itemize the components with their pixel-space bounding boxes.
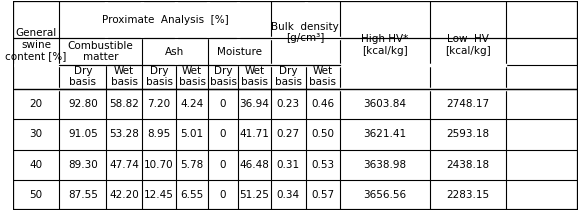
Text: 0.23: 0.23	[277, 99, 300, 109]
Text: High HV*
[kcal/kg]: High HV* [kcal/kg]	[361, 34, 408, 55]
Text: 0.34: 0.34	[277, 190, 300, 200]
Text: 92.80: 92.80	[68, 99, 98, 109]
Text: 0: 0	[220, 99, 226, 109]
Text: 30: 30	[30, 129, 43, 139]
Text: 87.55: 87.55	[68, 190, 98, 200]
Text: General
swine
content [%]: General swine content [%]	[5, 28, 67, 61]
Text: Wet
basis: Wet basis	[309, 66, 336, 88]
Text: 2748.17: 2748.17	[446, 99, 489, 109]
Text: Dry
basis: Dry basis	[210, 66, 236, 88]
Text: 2283.15: 2283.15	[446, 190, 489, 200]
Text: 51.25: 51.25	[240, 190, 269, 200]
Text: 0.57: 0.57	[312, 190, 334, 200]
Text: Moisture: Moisture	[217, 46, 262, 57]
Text: 0.27: 0.27	[277, 129, 300, 139]
Text: 89.30: 89.30	[68, 160, 98, 170]
Text: 0.46: 0.46	[312, 99, 334, 109]
Text: 10.70: 10.70	[144, 160, 174, 170]
Text: 91.05: 91.05	[68, 129, 98, 139]
Text: 3638.98: 3638.98	[363, 160, 406, 170]
Text: 8.95: 8.95	[148, 129, 171, 139]
Text: 5.78: 5.78	[181, 160, 204, 170]
Text: Bulk  density
[g/cm³]: Bulk density [g/cm³]	[272, 22, 339, 43]
Text: Wet
basis: Wet basis	[179, 66, 206, 88]
Text: 0.31: 0.31	[277, 160, 300, 170]
Text: 2593.18: 2593.18	[446, 129, 489, 139]
Text: 46.48: 46.48	[240, 160, 269, 170]
Text: 3656.56: 3656.56	[363, 190, 406, 200]
Text: 50: 50	[30, 190, 43, 200]
Text: Wet
basis: Wet basis	[111, 66, 138, 88]
Text: Dry
basis: Dry basis	[146, 66, 173, 88]
Text: 40: 40	[30, 160, 43, 170]
Text: 53.28: 53.28	[109, 129, 139, 139]
Text: 42.20: 42.20	[109, 190, 139, 200]
Text: 6.55: 6.55	[181, 190, 204, 200]
Text: 3603.84: 3603.84	[363, 99, 406, 109]
Text: 20: 20	[30, 99, 43, 109]
Text: 3621.41: 3621.41	[363, 129, 406, 139]
Text: 0.53: 0.53	[312, 160, 334, 170]
Text: Proximate  Analysis  [%]: Proximate Analysis [%]	[102, 15, 229, 24]
Text: Dry
basis: Dry basis	[275, 66, 302, 88]
Text: 2438.18: 2438.18	[446, 160, 489, 170]
Text: 36.94: 36.94	[240, 99, 269, 109]
Text: 4.24: 4.24	[181, 99, 204, 109]
Text: 0: 0	[220, 160, 226, 170]
Text: 12.45: 12.45	[144, 190, 174, 200]
Text: 7.20: 7.20	[148, 99, 171, 109]
Text: Wet
basis: Wet basis	[241, 66, 268, 88]
Text: 47.74: 47.74	[109, 160, 139, 170]
Text: Combustible
matter: Combustible matter	[68, 41, 134, 62]
Text: 0.50: 0.50	[312, 129, 334, 139]
Text: Dry
basis: Dry basis	[69, 66, 96, 88]
Text: Low  HV
[kcal/kg]: Low HV [kcal/kg]	[445, 34, 490, 55]
Text: 0: 0	[220, 190, 226, 200]
Text: 58.82: 58.82	[109, 99, 139, 109]
Text: 5.01: 5.01	[181, 129, 204, 139]
Text: Ash: Ash	[166, 46, 185, 57]
Text: 0: 0	[220, 129, 226, 139]
Text: 41.71: 41.71	[240, 129, 269, 139]
